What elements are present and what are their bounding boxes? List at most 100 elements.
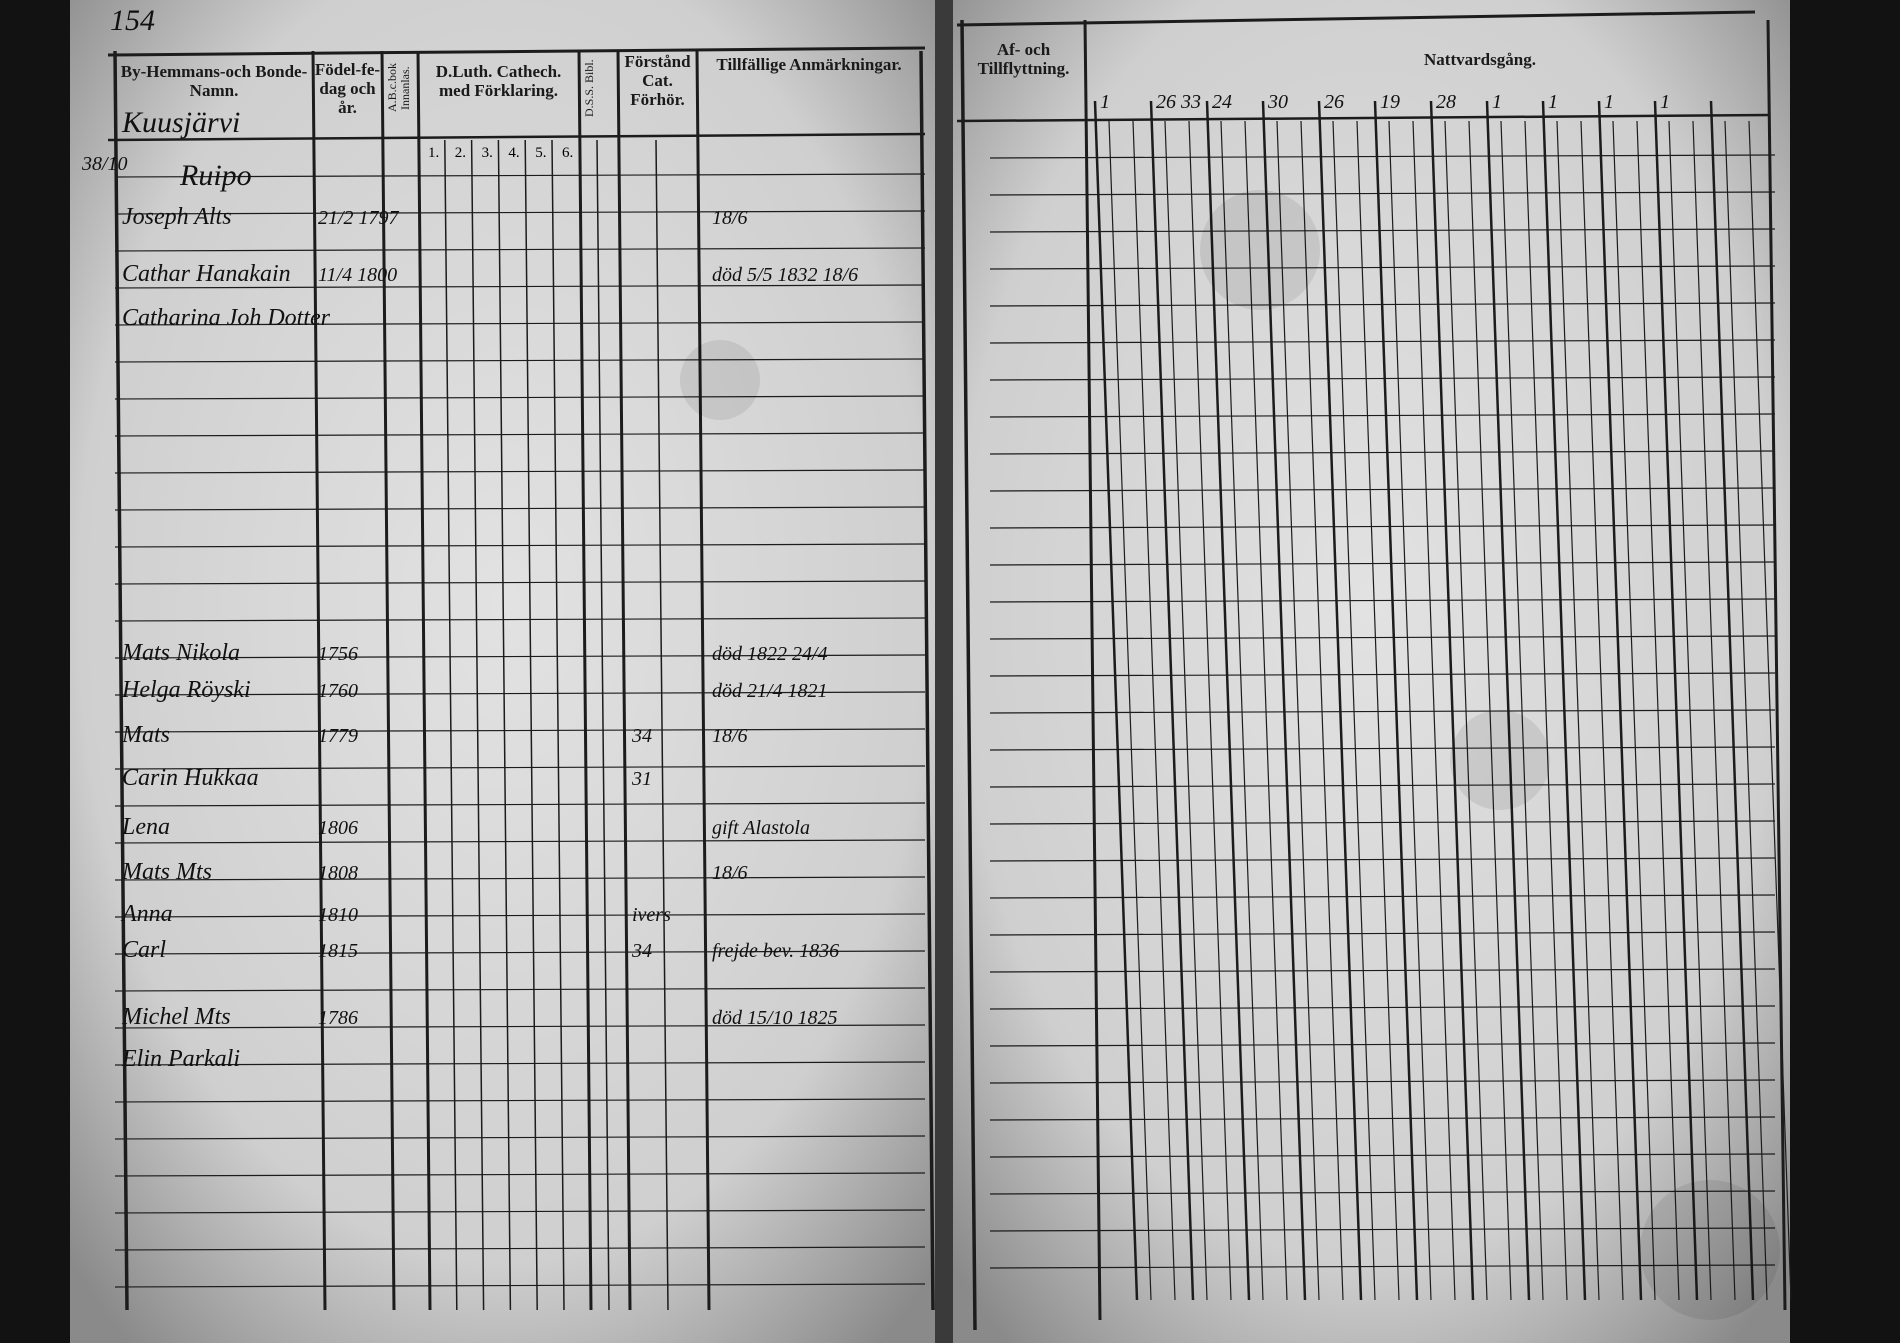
rule-line (989, 635, 1776, 640)
catechism-column: 3. (482, 145, 493, 161)
rule-line (989, 894, 1776, 899)
remark: 18/6 (712, 207, 748, 229)
rule-line (114, 173, 926, 178)
rule-line (114, 987, 926, 992)
rule-line (1597, 100, 1643, 1301)
remark: död 15/10 1825 (712, 1007, 838, 1029)
birth-date: 1808 (318, 862, 358, 884)
rule-line (551, 139, 565, 1311)
communion-date: 28 (1436, 91, 1456, 113)
rule-line (114, 358, 926, 363)
birth-date: 1756 (318, 643, 358, 665)
rule-line (1132, 120, 1176, 1301)
right-page (950, 0, 1790, 1343)
communion-date: 1 (1604, 91, 1614, 113)
column-header: Tillfällige Anmärkningar. (716, 55, 902, 74)
rule-line (444, 139, 458, 1311)
rule-line (1093, 100, 1139, 1301)
farm-name: Ruipo (179, 159, 252, 192)
rule-line (114, 1061, 926, 1066)
person-name: Carin Hukkaa (122, 765, 259, 791)
ruling (107, 10, 1792, 1331)
rule-line (1444, 120, 1488, 1301)
communion-date: 26 (1324, 91, 1344, 113)
rule-line (114, 395, 926, 400)
rule-line (1429, 100, 1475, 1301)
communion-date: 1 (1492, 91, 1502, 113)
person-name: Cathar Hanakain (122, 261, 291, 287)
rule-line (1388, 120, 1432, 1301)
catechism-column: 2. (455, 145, 466, 161)
rule-line (989, 265, 1776, 270)
rule-line (989, 1190, 1776, 1195)
rule-line (114, 506, 926, 511)
rule-line (1300, 120, 1344, 1301)
rule-line (114, 1246, 926, 1251)
column-header: Af- och Tillflyttning. (977, 40, 1070, 78)
rule-line (989, 857, 1776, 862)
person-name: Mats Nikola (121, 640, 240, 666)
rule-line (114, 543, 926, 548)
rule-line (114, 950, 926, 955)
rule-line (1485, 100, 1531, 1301)
remark: död 21/4 1821 (712, 680, 828, 702)
rule-line (113, 50, 129, 1311)
catechism-column: 5. (535, 145, 546, 161)
rule-line (989, 1005, 1776, 1010)
rule-line (1220, 120, 1264, 1301)
communion-date: 1 (1100, 91, 1110, 113)
person-name: Elin Parkali (121, 1046, 240, 1072)
rule-line (114, 1135, 926, 1140)
left-page (70, 0, 940, 1343)
hearing-mark: 34 (631, 940, 652, 962)
rule-line (1261, 100, 1307, 1301)
rule-line (1244, 120, 1288, 1301)
remark: 18/6 (712, 862, 748, 884)
rule-line (1317, 100, 1363, 1301)
person-name: Joseph Alts (122, 204, 232, 230)
birth-date: 1779 (318, 725, 358, 747)
stain (1640, 1180, 1780, 1320)
rule-line (989, 1079, 1776, 1084)
stain (1200, 190, 1320, 310)
birth-date: 1810 (318, 904, 358, 926)
column-header: D.Luth. Cathech. med Förklaring. (435, 62, 562, 100)
rule-line (470, 139, 485, 1311)
column-header: Födel-fe-dag och år. (314, 60, 381, 117)
birth-date: 11/4 1800 (318, 264, 397, 286)
person-name: Carl (122, 937, 166, 963)
remark: död 5/5 1832 18/6 (712, 264, 858, 286)
rule-line (114, 913, 926, 918)
rule-line (596, 139, 610, 1311)
column-header: Förstånd Cat. Förhör. (624, 52, 691, 109)
rule-line (989, 339, 1776, 344)
rule-line (1373, 100, 1419, 1301)
rule-line (114, 691, 926, 696)
stain (1450, 710, 1550, 810)
person-name: Catharina Joh Dotter (122, 305, 331, 331)
birth-date: 1786 (318, 1007, 358, 1029)
rule-line (919, 50, 935, 1311)
rule-line (989, 820, 1776, 825)
rule-line (1356, 120, 1400, 1301)
page-number: 154 (110, 4, 155, 37)
hearing-mark: 31 (631, 768, 652, 790)
village-name: Kuusjärvi (121, 106, 240, 139)
remark: död 1822 24/4 (712, 643, 828, 665)
hearing-mark: ivers (632, 904, 671, 926)
rule-line (989, 746, 1776, 751)
rule-line (524, 139, 538, 1311)
rule-line (989, 376, 1776, 381)
rule-line (114, 617, 926, 622)
rule-line (114, 210, 926, 215)
rule-line (1108, 120, 1152, 1301)
person-name: Helga Röyski (121, 677, 251, 703)
rule-line (989, 1227, 1776, 1232)
rule-line (989, 1042, 1776, 1047)
rule-line (114, 1024, 926, 1029)
person-name: Lena (121, 814, 170, 840)
column-header: By-Hemmans-och Bonde-Namn. (120, 62, 308, 100)
remark: 18/6 (712, 725, 748, 747)
rule-line (960, 19, 977, 1331)
rule-line (114, 321, 926, 326)
